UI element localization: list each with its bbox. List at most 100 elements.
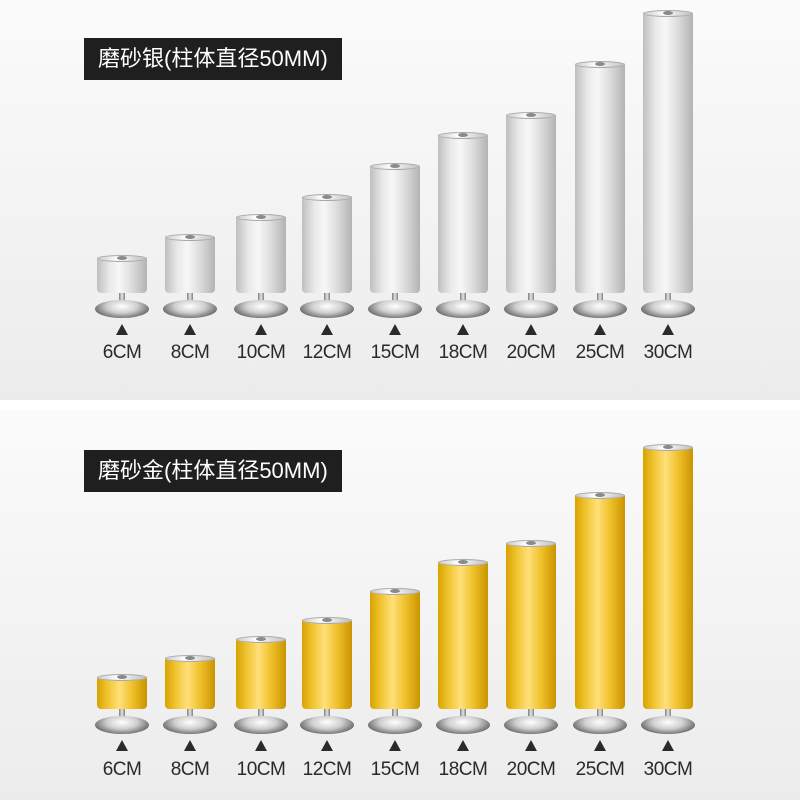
gold-size-pointer-icon [594, 740, 606, 751]
gold-leg-foot-base [504, 716, 558, 734]
silver-size-pointer-icon [525, 324, 537, 335]
silver-size-pointer-icon [255, 324, 267, 335]
gold-leg-top-plate [302, 617, 352, 624]
silver-leg-foot-base [641, 300, 695, 318]
silver-size-pointer-icon [457, 324, 469, 335]
silver-leg-foot-base [234, 300, 288, 318]
silver-size-pointer-icon [184, 324, 196, 335]
gold-leg-stem [392, 709, 398, 719]
gold-leg-stem [460, 709, 466, 719]
gold-leg-foot-base [641, 716, 695, 734]
gold-size-pointer-icon [389, 740, 401, 751]
gold-size-pointer-icon [321, 740, 333, 751]
gold-leg-12cm [300, 617, 354, 736]
silver-leg-cylinder [236, 217, 286, 293]
silver-leg-18cm [436, 132, 490, 320]
silver-leg-stem [528, 293, 534, 303]
gold-leg-cylinder [236, 639, 286, 709]
gold-size-pointer-icon [184, 740, 196, 751]
gold-leg-top-plate [643, 444, 693, 451]
gold-leg-8cm [163, 655, 217, 736]
silver-title-tag: 磨砂银(柱体直径50MM) [84, 38, 342, 80]
silver-size-pointer-icon [116, 324, 128, 335]
gold-leg-top-plate [97, 674, 147, 681]
gold-leg-25cm [573, 492, 627, 736]
silver-leg-cylinder [370, 166, 420, 293]
silver-leg-cylinder [643, 13, 693, 293]
gold-size-label: 18CM [438, 759, 488, 780]
silver-leg-foot-base [436, 300, 490, 318]
silver-leg-30cm [641, 10, 695, 320]
gold-leg-foot-base [163, 716, 217, 734]
silver-leg-top-plate [302, 194, 352, 201]
silver-size-label: 25CM [575, 342, 625, 363]
silver-size-label: 18CM [438, 342, 488, 363]
gold-size-label: 8CM [170, 759, 210, 780]
gold-size-pointer-icon [116, 740, 128, 751]
gold-size-label: 12CM [302, 759, 352, 780]
gold-leg-top-plate [236, 636, 286, 643]
silver-size-pointer-icon [662, 324, 674, 335]
silver-leg-top-plate [506, 112, 556, 119]
silver-leg-top-plate [438, 132, 488, 139]
silver-size-label: 8CM [170, 342, 210, 363]
gold-title-tag: 磨砂金(柱体直径50MM) [84, 450, 342, 492]
silver-leg-top-plate [575, 61, 625, 68]
silver-leg-stem [324, 293, 330, 303]
gold-size-label: 30CM [643, 759, 693, 780]
gold-leg-foot-base [300, 716, 354, 734]
silver-leg-top-plate [236, 214, 286, 221]
gold-size-label: 15CM [370, 759, 420, 780]
silver-size-pointer-icon [594, 324, 606, 335]
gold-leg-stem [119, 709, 125, 719]
gold-leg-cylinder [370, 591, 420, 709]
gold-leg-foot-base [234, 716, 288, 734]
gold-size-pointer-icon [662, 740, 674, 751]
gold-leg-cylinder [506, 543, 556, 709]
silver-size-label: 30CM [643, 342, 693, 363]
silver-leg-6cm [95, 255, 149, 320]
silver-leg-foot-base [573, 300, 627, 318]
gold-size-label: 10CM [236, 759, 286, 780]
gold-size-label: 6CM [102, 759, 142, 780]
silver-leg-foot-base [300, 300, 354, 318]
gold-size-label: 25CM [575, 759, 625, 780]
gold-leg-10cm [234, 636, 288, 736]
gold-leg-top-plate [370, 588, 420, 595]
gold-leg-stem [528, 709, 534, 719]
silver-size-label: 12CM [302, 342, 352, 363]
silver-leg-foot-base [504, 300, 558, 318]
silver-leg-foot-base [95, 300, 149, 318]
gold-leg-stem [597, 709, 603, 719]
silver-leg-cylinder [97, 258, 147, 293]
silver-size-label: 6CM [102, 342, 142, 363]
silver-leg-stem [187, 293, 193, 303]
silver-size-label: 10CM [236, 342, 286, 363]
silver-leg-cylinder [575, 64, 625, 293]
silver-leg-stem [460, 293, 466, 303]
gold-leg-top-plate [575, 492, 625, 499]
gold-leg-cylinder [97, 677, 147, 709]
gold-leg-30cm [641, 444, 695, 736]
gold-leg-foot-base [368, 716, 422, 734]
gold-leg-cylinder [302, 620, 352, 709]
gold-leg-stem [665, 709, 671, 719]
gold-leg-cylinder [165, 658, 215, 709]
silver-leg-foot-base [163, 300, 217, 318]
silver-leg-cylinder [165, 237, 215, 293]
silver-leg-8cm [163, 234, 217, 320]
gold-leg-top-plate [506, 540, 556, 547]
gold-size-pointer-icon [457, 740, 469, 751]
gold-leg-6cm [95, 674, 149, 736]
silver-leg-top-plate [643, 10, 693, 17]
silver-leg-10cm [234, 214, 288, 320]
silver-panel: 磨砂银(柱体直径50MM) 6CM 8CM 10CM 12CM 15CM 18CM 20CM… [0, 0, 800, 400]
silver-size-pointer-icon [389, 324, 401, 335]
silver-leg-top-plate [97, 255, 147, 262]
gold-leg-top-plate [438, 559, 488, 566]
silver-leg-top-plate [165, 234, 215, 241]
gold-leg-20cm [504, 540, 558, 736]
silver-leg-15cm [368, 163, 422, 320]
gold-leg-stem [324, 709, 330, 719]
silver-leg-stem [665, 293, 671, 303]
